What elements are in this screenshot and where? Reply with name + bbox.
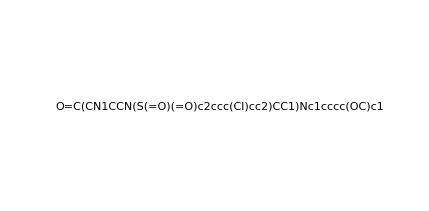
Text: O=C(CN1CCN(S(=O)(=O)c2ccc(Cl)cc2)CC1)Nc1cccc(OC)c1: O=C(CN1CCN(S(=O)(=O)c2ccc(Cl)cc2)CC1)Nc1… <box>55 101 384 112</box>
